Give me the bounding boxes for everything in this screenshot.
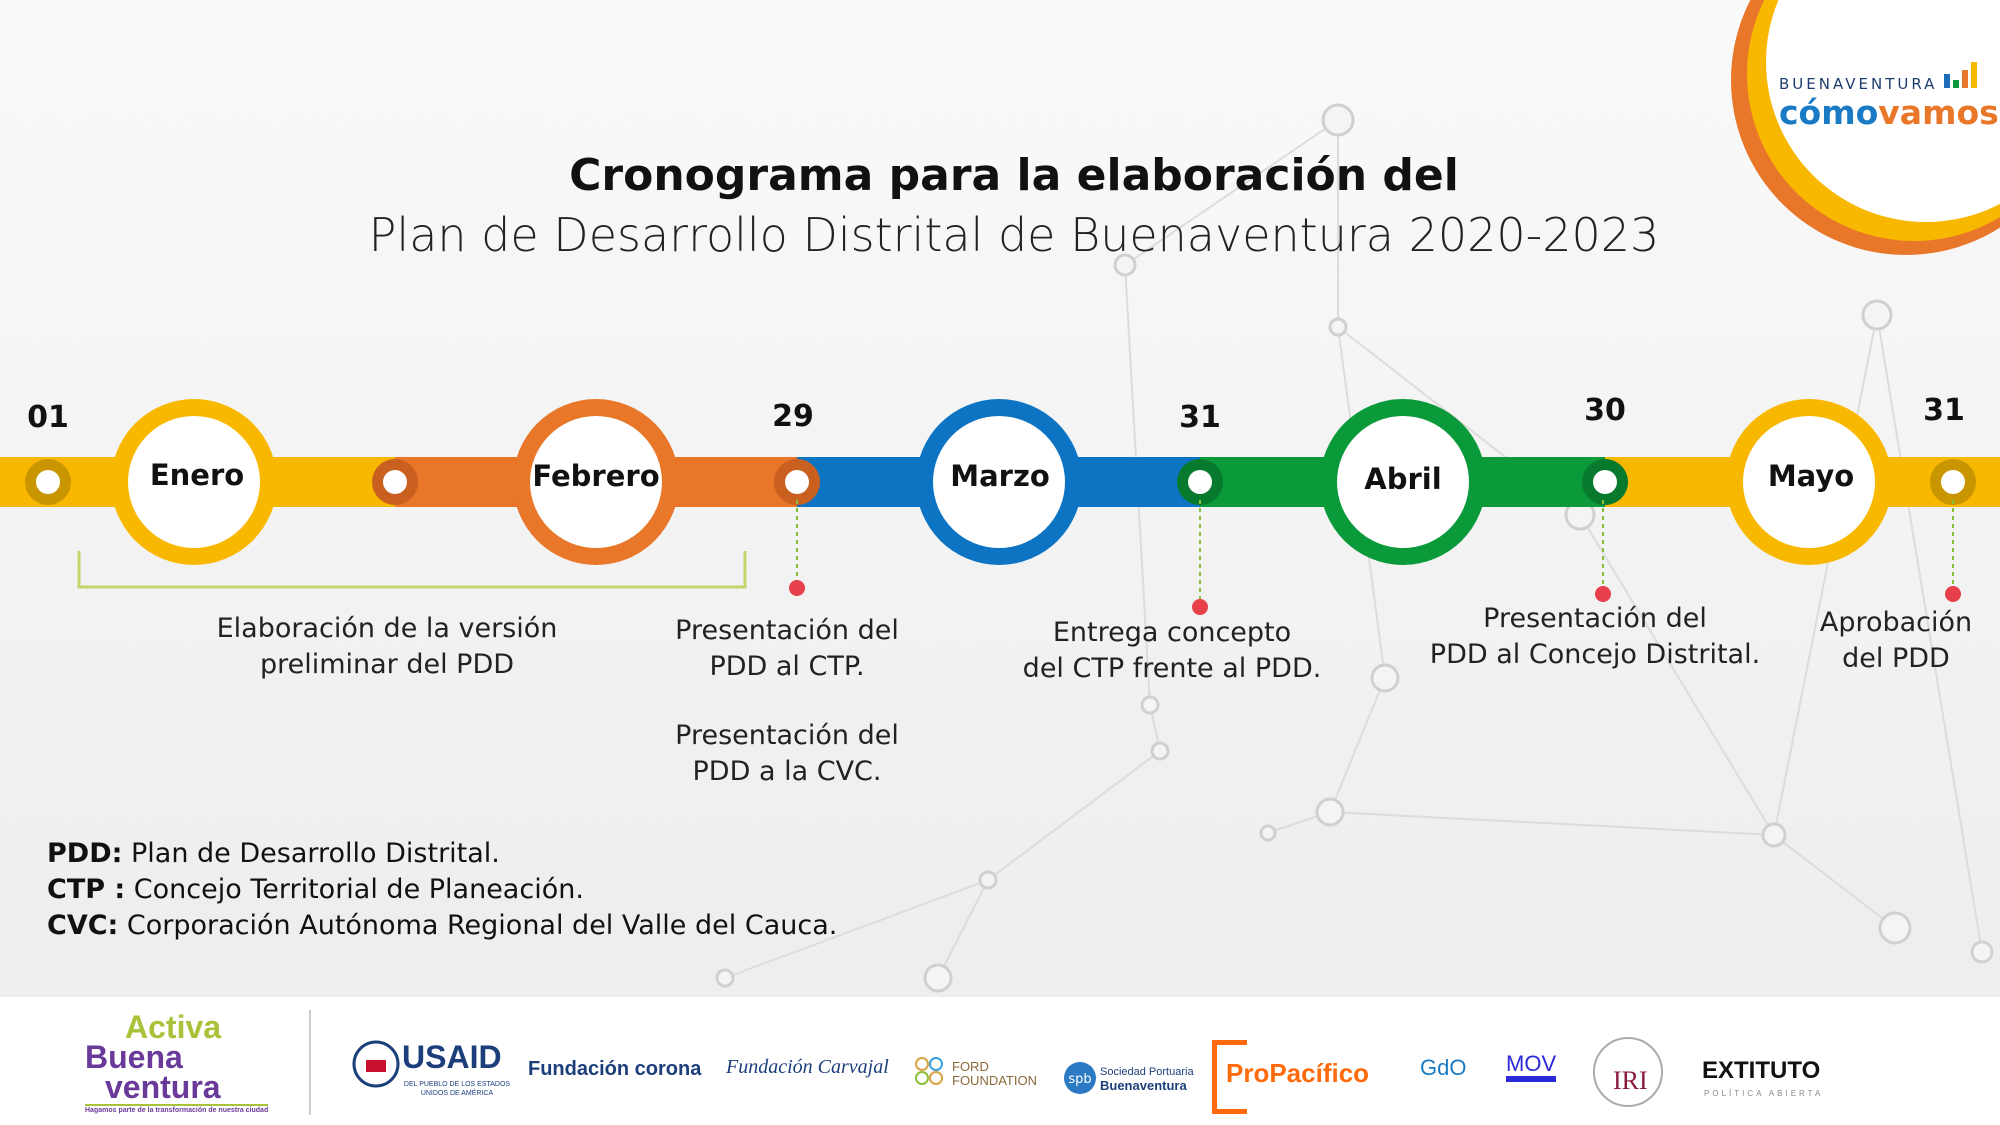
month-label-abril: Abril xyxy=(1364,462,1442,496)
ford-foundation-icon xyxy=(915,1057,943,1085)
usaid-seal-icon xyxy=(352,1040,400,1088)
date-nodes xyxy=(25,459,1976,505)
propacifico-logo: ProPacífico xyxy=(1226,1058,1370,1088)
event-connectors xyxy=(796,500,1954,607)
iri-logo: IRI xyxy=(1613,1066,1648,1095)
usaid-tagline: DEL PUEBLO DE LOS ESTADOS UNIDOS DE AMÉR… xyxy=(403,1081,511,1097)
network-background xyxy=(715,103,1994,993)
spb-logo: Sociedad Portuaria Buenaventura xyxy=(1100,1066,1194,1093)
gdo-logo: GdO xyxy=(1420,1055,1467,1080)
legend-item: CVC: Corporación Autónoma Regional del V… xyxy=(47,910,838,941)
extituto-tagline: POLÍTICA ABIERTA xyxy=(1704,1089,1824,1098)
title-line1: Cronograma para la elaboración del xyxy=(569,150,1459,201)
brand-logo-wordmark: cómovamos xyxy=(1779,93,1999,132)
month-label-marzo: Marzo xyxy=(950,459,1050,493)
extituto-logo: EXTITUTO xyxy=(1702,1057,1821,1084)
activa-buenaventura-logo: Activa Buena ventura Hagamos parte de la… xyxy=(85,1009,269,1114)
ford-foundation-logo: FORD FOUNDATION xyxy=(952,1059,1037,1088)
timeline xyxy=(0,399,2000,615)
propacifico-frame xyxy=(1212,1040,1247,1114)
spb-icon: spb xyxy=(1064,1062,1096,1094)
iri-globe-icon xyxy=(1593,1037,1663,1107)
month-label-febrero: Febrero xyxy=(532,459,660,493)
date-label: 29 xyxy=(772,399,814,434)
date-label: 31 xyxy=(1923,393,1965,428)
month-label-enero: Enero xyxy=(149,458,245,492)
event-text: Elaboración de la versión preliminar del … xyxy=(216,613,558,680)
event-text: Entrega concepto del CTP frente al PDD. xyxy=(1022,617,1322,684)
date-label: 31 xyxy=(1179,400,1221,435)
brand-logo-vamos: vamos xyxy=(1878,93,1999,132)
fundacion-corona-logo: Fundación corona xyxy=(528,1058,702,1080)
brand-logo-circle xyxy=(1731,0,2000,255)
date-label: 30 xyxy=(1584,393,1626,428)
legend-item: PDD: Plan de Desarrollo Distrital. xyxy=(47,838,500,869)
legend-item: CTP : Concejo Territorial de Planeación. xyxy=(47,874,584,905)
footer-sponsors xyxy=(0,997,2000,1125)
event-text: Presentación del PDD al CTP. xyxy=(675,615,899,682)
svg-text:spb: spb xyxy=(1068,1072,1091,1087)
fundacion-carvajal-logo: Fundación Carvajal xyxy=(726,1056,889,1078)
event-text: Presentación del PDD al Concejo Distrital… xyxy=(1429,603,1761,670)
event-markers xyxy=(789,580,1961,615)
date-label: 01 xyxy=(27,400,69,435)
title-line2: Plan de Desarrollo Distrital de Buenaven… xyxy=(368,208,1660,262)
brand-logo-como: cómo xyxy=(1779,93,1879,132)
month-label-mayo: Mayo xyxy=(1767,459,1855,493)
range-bracket xyxy=(77,551,747,589)
footer-divider xyxy=(309,1010,311,1115)
month-circles xyxy=(111,399,1892,565)
usaid-logo: USAID xyxy=(402,1039,502,1075)
brand-logo-line1: BUENAVENTURA xyxy=(1779,75,1938,93)
event-text: Aprobación del PDD xyxy=(1819,607,1973,674)
mov-logo: MOV xyxy=(1506,1051,1557,1083)
event-text: Presentación del PDD a la CVC. xyxy=(675,720,899,787)
